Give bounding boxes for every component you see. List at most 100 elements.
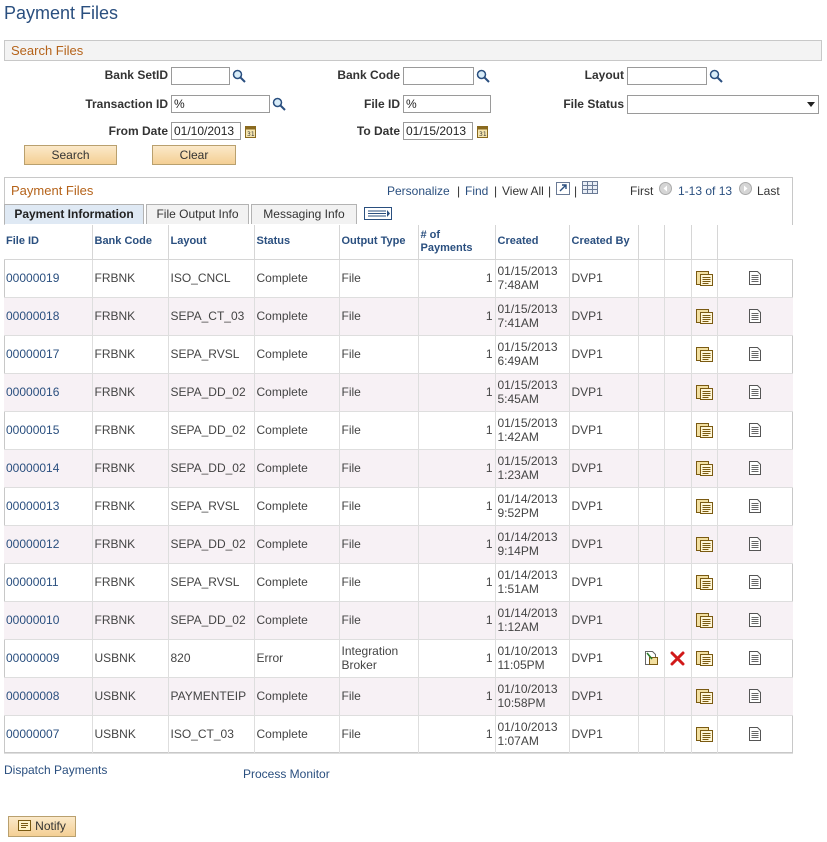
process-icon[interactable] xyxy=(695,270,713,286)
process-icon[interactable] xyxy=(695,498,713,514)
notify-button[interactable]: Notify xyxy=(8,816,76,837)
view-icon[interactable] xyxy=(749,461,762,476)
process-icon-cell xyxy=(691,373,718,412)
file-id-link[interactable]: 00000017 xyxy=(4,335,93,374)
file-id-link[interactable]: 00000008 xyxy=(4,677,93,716)
view-all-link[interactable]: View All xyxy=(502,184,544,198)
calendar-icon[interactable]: 31 xyxy=(477,125,488,138)
bank-setid-input[interactable] xyxy=(171,67,230,85)
table-header-row: File ID Bank Code Layout Status Output T… xyxy=(4,225,793,260)
view-icon-cell xyxy=(717,715,793,754)
process-icon[interactable] xyxy=(695,422,713,438)
column-header[interactable]: Created By xyxy=(569,225,639,260)
find-link[interactable]: Find xyxy=(465,184,489,198)
to-date-input[interactable] xyxy=(403,122,473,140)
bank-code-cell: USBNK xyxy=(92,639,169,678)
output-type-cell: File xyxy=(339,525,419,564)
status-cell: Complete xyxy=(254,487,340,526)
view-icon[interactable] xyxy=(749,651,762,666)
show-all-columns-icon[interactable] xyxy=(364,207,392,220)
tab-payment-information[interactable]: Payment Information xyxy=(4,204,144,224)
view-icon[interactable] xyxy=(749,271,762,286)
file-id-link[interactable]: 00000009 xyxy=(4,639,93,678)
table-row: 00000008 USBNK PAYMENTEIP Complete File 1 01/1… xyxy=(4,677,793,716)
process-icon[interactable] xyxy=(695,460,713,476)
calendar-icon[interactable]: 31 xyxy=(245,125,256,138)
process-icon[interactable] xyxy=(695,536,713,552)
report-icon-cell xyxy=(638,677,665,716)
column-header[interactable]: Created xyxy=(495,225,570,260)
personalize-link[interactable]: Personalize xyxy=(387,184,450,198)
report-icon[interactable] xyxy=(643,650,659,665)
table-row: 00000013 FRBNK SEPA_RVSL Complete File 1 01/14… xyxy=(4,487,793,526)
search-button[interactable]: Search xyxy=(24,145,117,165)
view-icon[interactable] xyxy=(749,575,762,590)
view-icon[interactable] xyxy=(749,309,762,324)
file-id-link[interactable]: 00000014 xyxy=(4,449,93,488)
view-icon[interactable] xyxy=(749,499,762,514)
file-id-link[interactable]: 00000010 xyxy=(4,601,93,640)
column-header[interactable]: # of Payments xyxy=(418,225,496,260)
file-id-input[interactable] xyxy=(403,95,491,113)
dispatch-payments-link[interactable]: Dispatch Payments xyxy=(4,763,108,777)
notify-label: Notify xyxy=(35,819,66,833)
view-icon[interactable] xyxy=(749,423,762,438)
column-header[interactable]: Status xyxy=(254,225,340,260)
process-icon[interactable] xyxy=(695,688,713,704)
view-icon[interactable] xyxy=(749,537,762,552)
cancel-icon-cell xyxy=(664,525,692,564)
search-section-header[interactable]: Search Files xyxy=(4,40,822,61)
process-icon[interactable] xyxy=(695,650,713,666)
bank-code-cell: FRBNK xyxy=(92,449,169,488)
process-icon[interactable] xyxy=(695,384,713,400)
view-icon-cell xyxy=(717,411,793,450)
view-icon[interactable] xyxy=(749,613,762,628)
view-icon[interactable] xyxy=(749,689,762,704)
process-icon[interactable] xyxy=(695,612,713,628)
cancel-icon-cell xyxy=(664,639,692,678)
file-id-link[interactable]: 00000015 xyxy=(4,411,93,450)
created-by-cell: DVP1 xyxy=(569,259,639,298)
file-id-link[interactable]: 00000007 xyxy=(4,715,93,754)
zoom-icon[interactable] xyxy=(556,182,570,195)
search-icon[interactable] xyxy=(272,97,286,111)
process-icon-cell xyxy=(691,525,718,564)
column-header[interactable]: Bank Code xyxy=(92,225,169,260)
file-status-select[interactable] xyxy=(627,95,819,114)
file-id-link[interactable]: 00000019 xyxy=(4,259,93,298)
cancel-icon[interactable] xyxy=(670,650,685,666)
file-id-link[interactable]: 00000016 xyxy=(4,373,93,412)
column-header[interactable]: Output Type xyxy=(339,225,419,260)
view-icon[interactable] xyxy=(749,385,762,400)
process-icon[interactable] xyxy=(695,574,713,590)
view-icon[interactable] xyxy=(749,347,762,362)
layout-input[interactable] xyxy=(627,67,707,85)
process-icon[interactable] xyxy=(695,346,713,362)
nav-separator: | xyxy=(457,184,461,198)
view-icon[interactable] xyxy=(749,727,762,742)
transaction-id-input[interactable] xyxy=(171,95,270,113)
from-date-input[interactable] xyxy=(171,122,241,140)
file-id-link[interactable]: 00000012 xyxy=(4,525,93,564)
tab-messaging-info[interactable]: Messaging Info xyxy=(251,204,357,224)
column-header[interactable]: File ID xyxy=(4,225,93,260)
search-icon[interactable] xyxy=(232,69,246,83)
clear-button[interactable]: Clear xyxy=(152,145,236,165)
column-header xyxy=(638,225,665,260)
grid-download-icon[interactable] xyxy=(582,181,598,194)
search-icon[interactable] xyxy=(709,69,723,83)
tab-file-output-info[interactable]: File Output Info xyxy=(146,204,249,224)
layout-cell: SEPA_RVSL xyxy=(168,335,255,374)
nav-next-icon[interactable] xyxy=(739,182,752,195)
file-id-link[interactable]: 00000011 xyxy=(4,563,93,602)
nav-prev-icon[interactable] xyxy=(659,182,672,195)
process-monitor-link[interactable]: Process Monitor xyxy=(243,767,330,781)
bank-code-input[interactable] xyxy=(403,67,474,85)
file-id-link[interactable]: 00000018 xyxy=(4,297,93,336)
process-icon[interactable] xyxy=(695,726,713,742)
notify-icon xyxy=(18,820,32,832)
process-icon[interactable] xyxy=(695,308,713,324)
search-icon[interactable] xyxy=(476,69,490,83)
file-id-link[interactable]: 00000013 xyxy=(4,487,93,526)
column-header[interactable]: Layout xyxy=(168,225,255,260)
